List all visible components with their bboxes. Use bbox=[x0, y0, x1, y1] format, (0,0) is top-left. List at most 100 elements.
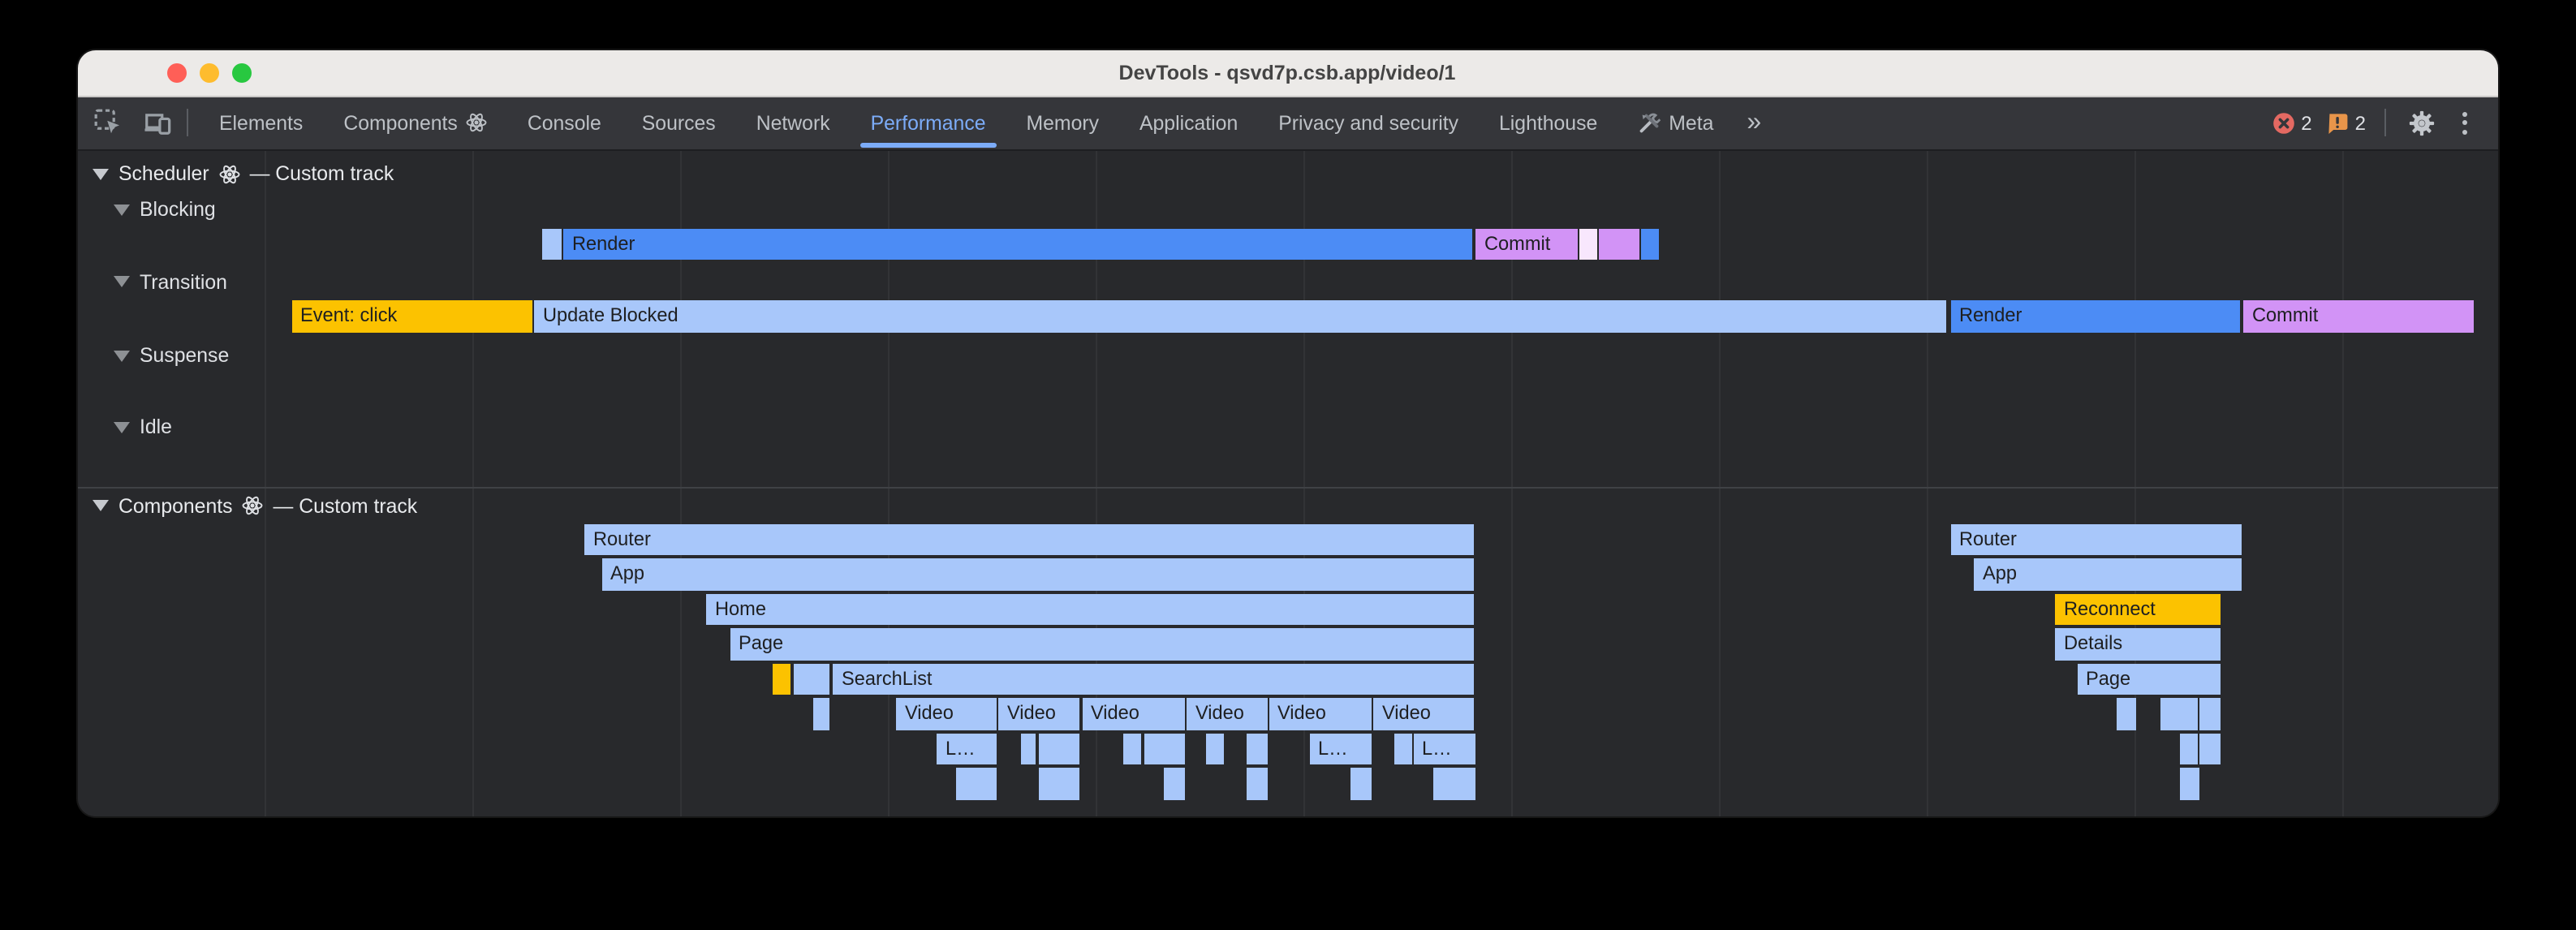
gridline bbox=[1926, 150, 1928, 816]
inspect-element-icon[interactable] bbox=[90, 105, 126, 140]
flame-bar[interactable] bbox=[1206, 733, 1224, 764]
flame-bar[interactable]: Video bbox=[1373, 698, 1474, 730]
tab-meta[interactable]: Meta bbox=[1618, 97, 1734, 149]
more-options-kebab-icon[interactable] bbox=[2453, 111, 2476, 134]
settings-gear-icon[interactable] bbox=[2403, 105, 2439, 140]
flame-bar[interactable]: Event: click bbox=[291, 300, 532, 332]
flame-bar[interactable]: App bbox=[601, 558, 1473, 590]
flame-bar[interactable]: Render bbox=[563, 228, 1472, 260]
lane-name: Transition bbox=[140, 270, 227, 293]
flame-bar[interactable]: Commit bbox=[1475, 228, 1577, 260]
flame-bar[interactable] bbox=[794, 663, 829, 695]
flame-bar[interactable]: Reconnect bbox=[2055, 593, 2220, 625]
flame-bar[interactable] bbox=[2199, 698, 2220, 730]
flame-bar[interactable]: App bbox=[1974, 558, 2241, 590]
tab-performance[interactable]: Performance bbox=[851, 97, 1006, 149]
tab-elements[interactable]: Elements bbox=[199, 97, 323, 149]
warning-icon bbox=[2327, 111, 2350, 134]
flame-bar[interactable]: Update Blocked bbox=[534, 300, 1946, 332]
tab-network[interactable]: Network bbox=[736, 97, 851, 149]
flame-bar[interactable]: Home bbox=[706, 593, 1473, 625]
flame-bar[interactable]: Video bbox=[998, 698, 1079, 730]
lane-suspense[interactable]: Suspense bbox=[114, 344, 229, 367]
flame-bar[interactable] bbox=[1163, 768, 1185, 799]
gridline bbox=[2341, 150, 2343, 816]
collapse-triangle-icon[interactable] bbox=[114, 421, 130, 433]
track-header-scheduler[interactable]: Scheduler — Custom track bbox=[93, 162, 394, 185]
track-header-components[interactable]: Components — Custom track bbox=[93, 494, 417, 517]
flame-bar[interactable] bbox=[1432, 768, 1475, 799]
toolbar-divider bbox=[186, 109, 187, 136]
tab-strip: Elements Components Console Sources Network… bbox=[199, 97, 1734, 149]
flame-bar[interactable] bbox=[1123, 733, 1140, 764]
flame-bar[interactable]: Page bbox=[730, 628, 1473, 660]
flame-bar[interactable]: L… bbox=[1413, 733, 1475, 764]
flame-bar[interactable]: Router bbox=[1950, 523, 2241, 555]
gridline bbox=[679, 150, 681, 816]
lane-blocking[interactable]: Blocking bbox=[114, 198, 216, 221]
flame-bar[interactable] bbox=[1640, 228, 1658, 260]
device-toolbar-icon[interactable] bbox=[140, 105, 176, 140]
flame-bar[interactable] bbox=[2117, 698, 2135, 730]
flame-bar[interactable]: Router bbox=[584, 523, 1473, 555]
gridline bbox=[1718, 150, 1720, 816]
tab-label: Sources bbox=[641, 111, 716, 134]
flame-bar[interactable] bbox=[1144, 733, 1185, 764]
collapse-triangle-icon[interactable] bbox=[114, 276, 130, 287]
flame-bar[interactable] bbox=[1038, 733, 1079, 764]
track-name: Components bbox=[118, 494, 233, 517]
warning-badge[interactable]: 2 bbox=[2327, 111, 2366, 134]
flame-bar[interactable] bbox=[1350, 768, 1372, 799]
flame-bar[interactable] bbox=[1579, 228, 1597, 260]
collapse-triangle-icon[interactable] bbox=[93, 500, 109, 511]
collapse-triangle-icon[interactable] bbox=[93, 168, 109, 179]
flame-bar[interactable] bbox=[1038, 768, 1079, 799]
flame-bar[interactable] bbox=[2179, 733, 2197, 764]
flame-bar[interactable] bbox=[772, 663, 790, 695]
flame-bar[interactable] bbox=[1247, 768, 1267, 799]
tab-privacy-and-security[interactable]: Privacy and security bbox=[1258, 97, 1479, 149]
flame-bar[interactable] bbox=[2179, 768, 2199, 799]
tab-lighthouse[interactable]: Lighthouse bbox=[1479, 97, 1618, 149]
tab-application[interactable]: Application bbox=[1119, 97, 1258, 149]
error-badge[interactable]: 2 bbox=[2272, 111, 2312, 134]
tools-icon bbox=[1638, 111, 1661, 134]
minimize-window-button[interactable] bbox=[199, 62, 218, 82]
flame-bar[interactable] bbox=[2160, 698, 2197, 730]
flame-bar[interactable] bbox=[1021, 733, 1036, 764]
tab-console[interactable]: Console bbox=[507, 97, 622, 149]
flame-bar[interactable]: Page bbox=[2077, 663, 2220, 695]
flame-bar[interactable] bbox=[956, 768, 997, 799]
more-tabs-button[interactable]: » bbox=[1747, 108, 1762, 136]
flame-bar[interactable]: L… bbox=[1309, 733, 1372, 764]
flame-bar[interactable] bbox=[1247, 733, 1267, 764]
lane-idle[interactable]: Idle bbox=[114, 415, 172, 438]
maximize-window-button[interactable] bbox=[231, 62, 251, 82]
flame-bar[interactable]: Commit bbox=[2243, 300, 2474, 332]
tab-label: Privacy and security bbox=[1278, 111, 1458, 134]
lane-transition[interactable]: Transition bbox=[114, 270, 227, 293]
tab-components[interactable]: Components bbox=[323, 97, 507, 149]
flame-bar[interactable] bbox=[542, 228, 562, 260]
collapse-triangle-icon[interactable] bbox=[114, 350, 130, 361]
flame-bar[interactable] bbox=[1394, 733, 1411, 764]
flame-bar[interactable]: Render bbox=[1950, 300, 2240, 332]
tab-sources[interactable]: Sources bbox=[622, 97, 736, 149]
flame-bar[interactable]: Video bbox=[896, 698, 997, 730]
flame-bar[interactable]: Video bbox=[1187, 698, 1267, 730]
flame-bar[interactable] bbox=[2199, 733, 2220, 764]
flame-bar[interactable]: Video bbox=[1082, 698, 1185, 730]
flame-bar[interactable] bbox=[1599, 228, 1639, 260]
flame-bar[interactable] bbox=[812, 698, 829, 730]
tab-memory[interactable]: Memory bbox=[1006, 97, 1120, 149]
flame-bar[interactable]: SearchList bbox=[833, 663, 1474, 695]
warning-count: 2 bbox=[2354, 111, 2366, 134]
gridline bbox=[264, 150, 265, 816]
gridline bbox=[2134, 150, 2135, 816]
flame-bar[interactable]: L… bbox=[937, 733, 997, 764]
close-window-button[interactable] bbox=[166, 62, 186, 82]
flame-bar[interactable]: Video bbox=[1269, 698, 1372, 730]
collapse-triangle-icon[interactable] bbox=[114, 204, 130, 215]
title-bar: DevTools - qsvd7p.csb.app/video/1 bbox=[77, 50, 2497, 97]
flame-bar[interactable]: Details bbox=[2055, 628, 2220, 660]
